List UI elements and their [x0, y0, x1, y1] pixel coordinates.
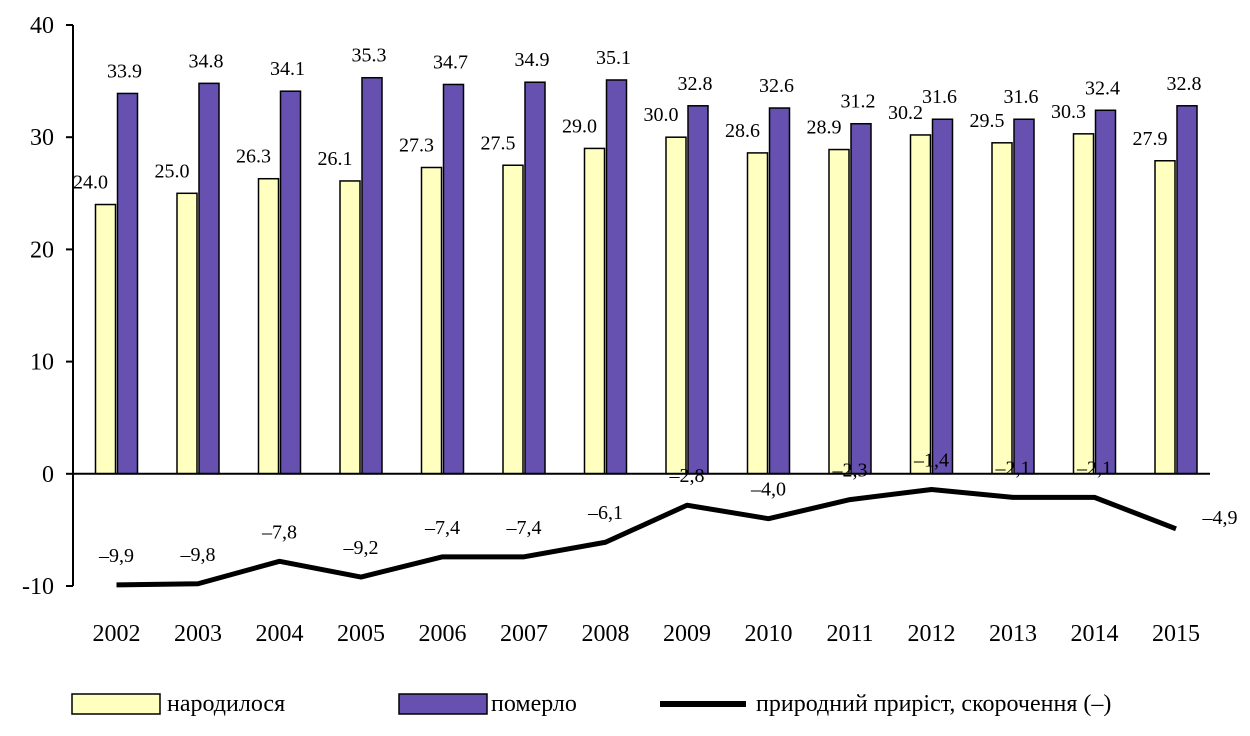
x-tick-label: 2004 — [256, 621, 304, 647]
data-label-deaths: 32.6 — [759, 75, 794, 97]
data-label-deaths: 31.2 — [841, 91, 876, 113]
bar-births — [991, 142, 1013, 475]
data-label-deaths: 31.6 — [1004, 86, 1039, 108]
bar-births — [257, 177, 280, 475]
x-tick-label: 2002 — [93, 621, 141, 647]
legend-swatch-deaths — [398, 693, 488, 715]
bar-deaths — [1094, 109, 1117, 475]
data-label-births: 28.6 — [725, 120, 760, 142]
x-tick-label: 2015 — [1152, 621, 1200, 647]
bar-births — [176, 192, 198, 475]
x-tick-label: 2007 — [500, 621, 548, 647]
data-label-natural-increase: –2,1 — [1076, 457, 1112, 479]
data-label-births: 30.2 — [888, 102, 923, 124]
bar-births — [909, 134, 932, 475]
bar-deaths — [198, 82, 220, 475]
legend-label-births: народилося — [167, 691, 285, 717]
bar-births — [665, 136, 687, 475]
bar-deaths — [768, 107, 791, 475]
data-label-deaths: 34.8 — [189, 50, 224, 72]
bar-births — [746, 152, 769, 475]
data-label-deaths: 34.7 — [433, 51, 468, 73]
data-label-births: 24.0 — [73, 172, 108, 194]
data-label-natural-increase: –7,4 — [506, 517, 542, 539]
bar-births — [1154, 160, 1176, 475]
bar-deaths — [442, 83, 465, 475]
y-tick-label: 10 — [30, 350, 54, 376]
data-label-natural-increase: –7,4 — [424, 517, 460, 539]
y-tick-label: -10 — [22, 574, 54, 600]
data-label-deaths: 34.9 — [515, 49, 550, 71]
data-label-deaths: 35.1 — [596, 47, 631, 69]
x-tick-label: 2011 — [826, 621, 873, 647]
data-label-natural-increase: –4,9 — [1202, 507, 1238, 529]
data-label-births: 25.0 — [155, 160, 190, 182]
legend-swatch-births — [71, 693, 161, 715]
data-label-births: 26.3 — [236, 146, 271, 168]
x-tick-label: 2010 — [745, 621, 793, 647]
legend-label-deaths: померло — [491, 691, 577, 717]
data-label-natural-increase: –2,8 — [669, 465, 705, 487]
data-label-natural-increase: –6,1 — [587, 502, 623, 524]
bar-deaths — [116, 92, 139, 475]
plot-area: -10 0 10 20 30 40 2002 2003 2004 2005 2006 2007 2008… — [22, 13, 1238, 647]
x-tick-label: 2012 — [908, 621, 956, 647]
data-label-births: 27.9 — [1133, 128, 1168, 150]
bar-deaths — [687, 105, 709, 475]
data-label-natural-increase: –7,8 — [261, 521, 297, 543]
data-label-deaths: 35.3 — [352, 45, 387, 67]
data-label-natural-increase: –2,3 — [832, 460, 868, 482]
data-label-births: 30.0 — [644, 104, 679, 126]
data-label-births: 28.9 — [807, 117, 842, 139]
y-tick-label: 20 — [30, 237, 54, 263]
bar-births — [420, 166, 443, 475]
data-label-births: 29.5 — [970, 110, 1005, 132]
x-tick-label: 2014 — [1071, 621, 1119, 647]
data-label-deaths: 32.4 — [1085, 77, 1120, 99]
x-tick-label: 2013 — [989, 621, 1037, 647]
data-label-births: 29.0 — [562, 115, 597, 137]
data-label-births: 26.1 — [318, 148, 353, 170]
y-tick-label: 30 — [30, 125, 54, 151]
series-line-natural-increase — [116, 487, 1177, 588]
x-tick-label: 2005 — [337, 621, 385, 647]
data-label-births: 30.3 — [1051, 101, 1086, 123]
data-label-natural-increase: –9,8 — [180, 544, 216, 566]
data-label-natural-increase: –2,1 — [995, 457, 1031, 479]
bar-deaths — [279, 90, 302, 475]
data-label-deaths: 31.6 — [922, 86, 957, 108]
data-label-natural-increase: –1,4 — [913, 450, 949, 472]
data-label-deaths: 33.9 — [107, 60, 142, 82]
legend: народилося померло природний приріст, скор… — [71, 691, 1111, 717]
bar-births — [502, 164, 524, 475]
x-tick-label: 2008 — [582, 621, 630, 647]
bar-deaths — [605, 79, 628, 475]
y-tick-label: 40 — [30, 13, 54, 39]
bar-deaths — [361, 76, 383, 475]
bar-births — [339, 180, 361, 475]
bar-deaths — [1176, 105, 1198, 475]
data-label-deaths: 32.8 — [1167, 73, 1202, 95]
y-tick-label: 0 — [42, 462, 54, 488]
bar-deaths — [1013, 118, 1035, 475]
legend-label-natural-increase: природний приріст, скорочення (–) — [756, 691, 1111, 717]
data-label-natural-increase: –4,0 — [750, 479, 786, 501]
bar-deaths — [850, 122, 872, 475]
bar-deaths — [931, 118, 954, 475]
data-label-deaths: 32.8 — [678, 73, 713, 95]
bar-deaths — [524, 81, 546, 475]
bar-births — [1072, 133, 1095, 475]
data-label-births: 27.5 — [481, 132, 516, 154]
bar-births — [828, 148, 850, 475]
data-label-deaths: 34.1 — [270, 58, 305, 80]
x-tick-label: 2009 — [663, 621, 711, 647]
bar-births — [94, 203, 117, 475]
bar-births — [583, 147, 606, 475]
x-tick-label: 2006 — [419, 621, 467, 647]
x-tick-label: 2003 — [174, 621, 222, 647]
data-label-natural-increase: –9,2 — [343, 537, 379, 559]
data-label-natural-increase: –9,9 — [98, 545, 134, 567]
data-label-births: 27.3 — [399, 134, 434, 156]
